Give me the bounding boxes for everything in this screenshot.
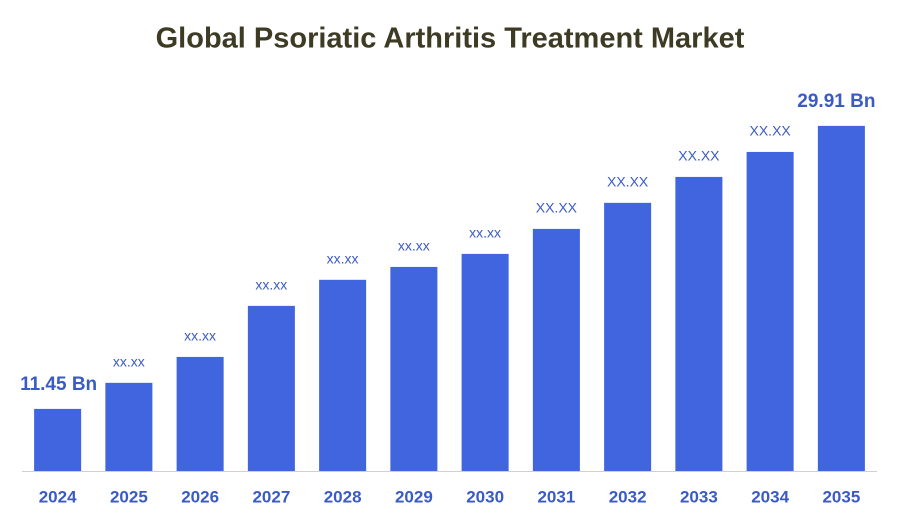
x-tick-label: 2032: [609, 487, 647, 506]
value-label: xx.xx: [327, 251, 359, 267]
bar: [319, 279, 367, 471]
x-tick-label: 2029: [395, 487, 433, 506]
bar: [105, 382, 153, 471]
x-tick-label: 2026: [181, 487, 219, 506]
x-tick-label: 2035: [822, 487, 860, 506]
value-label: 11.45 Bn: [20, 374, 97, 395]
bar: [604, 202, 652, 471]
value-label: XX.XX: [536, 200, 578, 216]
bar: [817, 125, 865, 471]
x-tick-label: 2025: [110, 487, 148, 506]
x-tick-label: 2033: [680, 487, 718, 506]
bar: [532, 228, 580, 471]
value-label: XX.XX: [607, 174, 649, 190]
value-label: xx.xx: [469, 225, 501, 241]
x-tick-label: 2034: [751, 487, 789, 506]
chart-title: Global Psoriatic Arthritis Treatment Mar…: [156, 23, 745, 55]
value-label: xx.xx: [113, 354, 145, 370]
value-label: XX.XX: [678, 148, 720, 164]
x-tick-label: 2031: [537, 487, 575, 506]
x-tick-label: 2024: [39, 487, 77, 506]
value-label: xx.xx: [255, 277, 287, 293]
x-tick-label: 2030: [466, 487, 504, 506]
x-tick-label: 2027: [252, 487, 290, 506]
value-label: xx.xx: [184, 328, 216, 344]
bar: [247, 305, 295, 471]
value-label: XX.XX: [750, 123, 792, 139]
x-tick-label: 2028: [324, 487, 362, 506]
bar: [675, 176, 723, 471]
bar: [461, 253, 509, 471]
bar: [746, 151, 794, 471]
value-label: xx.xx: [398, 238, 430, 254]
bar: [34, 408, 82, 471]
value-label: 29.91 Bn: [797, 91, 875, 112]
bar: [390, 266, 438, 471]
bar: [176, 356, 224, 471]
